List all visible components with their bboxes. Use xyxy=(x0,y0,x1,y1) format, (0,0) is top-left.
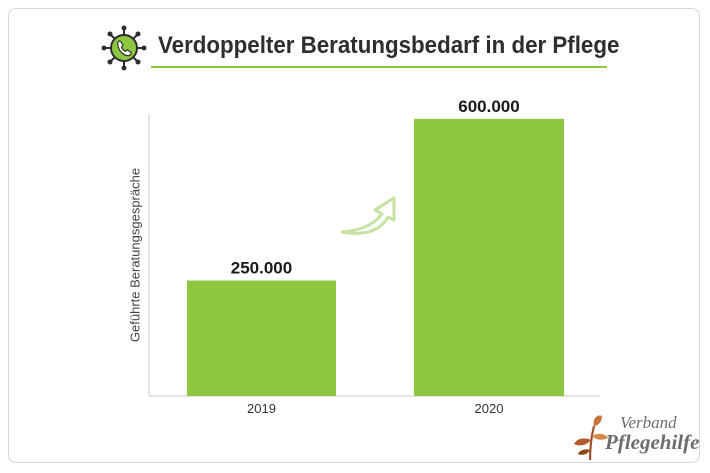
bar-2019 xyxy=(187,280,336,396)
growth-arrow-icon xyxy=(340,196,396,235)
data-label-2020: 600.000 xyxy=(458,97,519,116)
chart-frame xyxy=(8,8,700,463)
data-label-2019: 250.000 xyxy=(231,259,292,278)
brand-logo: Verband Pflegehilfe xyxy=(570,408,700,464)
leaf-sprout-icon xyxy=(574,415,608,461)
virus-phone-icon xyxy=(101,25,147,71)
title-underline xyxy=(151,66,607,68)
x-tick-label-2019: 2019 xyxy=(247,401,276,416)
logo-text-pflegehilfe: Pflegehilfe xyxy=(605,430,700,454)
chart-header: Verdoppelter Beratungsbedarf in der Pfle… xyxy=(100,24,619,72)
x-tick-label-2020: 2020 xyxy=(475,401,504,416)
logo-text-verband: Verband xyxy=(620,413,677,432)
bar-2020 xyxy=(414,118,564,396)
chart-title: Verdoppelter Beratungsbedarf in der Pfle… xyxy=(158,32,620,59)
